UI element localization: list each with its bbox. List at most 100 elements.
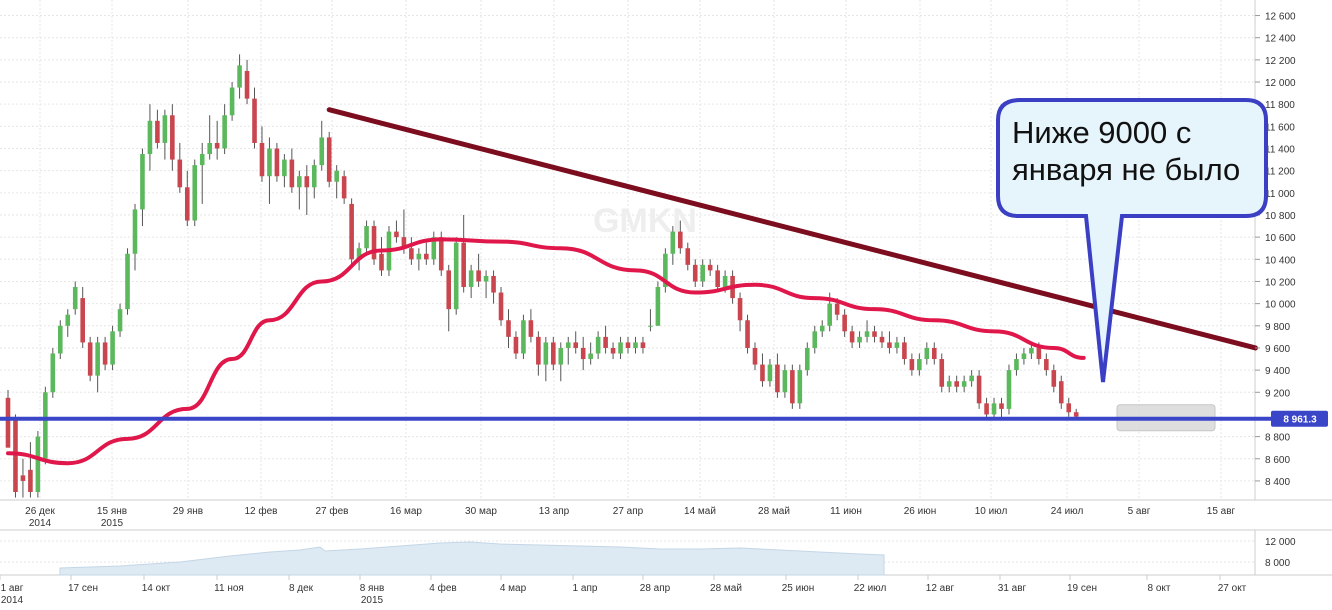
candle-body — [349, 203, 354, 260]
callout-text-line1: Ниже 9000 с — [1012, 115, 1191, 150]
candle — [446, 264, 452, 332]
candle — [969, 370, 974, 387]
price-tick-label: 9 600 — [1265, 344, 1290, 355]
candle-body — [147, 120, 153, 155]
price-tick-label: 10 800 — [1265, 211, 1296, 222]
date-tick-label: 30 мар — [465, 506, 497, 517]
navigator-date-label: 12 авг — [926, 583, 955, 594]
candle-body — [782, 370, 788, 393]
candle — [543, 336, 549, 382]
navigator-price-label: 8 000 — [1265, 558, 1290, 569]
candle — [610, 342, 616, 360]
candle-body — [1006, 370, 1012, 409]
candle — [498, 287, 504, 326]
candle-body — [946, 381, 952, 387]
navigator-date-label: 4 мар — [500, 583, 527, 594]
candle-body — [304, 176, 310, 188]
candle — [551, 336, 556, 371]
candle — [678, 220, 683, 254]
candle-body — [401, 237, 407, 249]
candle — [102, 336, 108, 371]
candle — [849, 325, 855, 348]
candle-body — [43, 392, 48, 459]
candle-body — [110, 331, 115, 365]
candle — [752, 342, 758, 371]
candle — [453, 237, 459, 315]
candle-body — [207, 142, 212, 155]
candle-body — [573, 342, 579, 348]
candle-body — [274, 148, 280, 177]
candle — [1066, 397, 1072, 417]
candle — [692, 259, 698, 288]
candle-body — [954, 381, 959, 387]
candle-body — [528, 320, 534, 337]
candle — [797, 364, 803, 409]
candle-body — [969, 375, 974, 382]
candle-body — [431, 237, 437, 260]
candle-body — [468, 270, 474, 288]
candle-body — [521, 320, 526, 354]
candle-body — [565, 342, 571, 348]
candle — [939, 353, 945, 393]
price-tick-label: 11 000 — [1265, 189, 1295, 200]
candles — [5, 54, 1216, 498]
price-axis: 12 600 12 400 12 200 12 000 11 800 11 600 11 4… — [1255, 12, 1296, 488]
candle-body — [700, 264, 706, 282]
price-tick-label: 9 200 — [1265, 388, 1290, 399]
candle — [999, 397, 1004, 420]
candle — [20, 458, 26, 498]
candle — [476, 253, 481, 288]
candle — [326, 131, 332, 188]
candle — [894, 336, 900, 354]
candle-body — [453, 242, 459, 310]
candle-body — [1036, 347, 1042, 360]
price-tick-label: 10 000 — [1265, 300, 1296, 311]
navigator-date-label: 8 янв — [360, 583, 385, 594]
candle-body — [297, 176, 302, 188]
candle-body — [20, 475, 26, 481]
candle — [229, 82, 235, 121]
candle — [72, 281, 78, 315]
candle — [603, 325, 608, 354]
candle — [379, 237, 384, 276]
candle — [364, 220, 369, 254]
candle-body — [722, 275, 728, 288]
candle-body — [192, 165, 198, 221]
candle-body — [842, 314, 847, 332]
date-tick-label: 26 июн — [904, 506, 937, 517]
candle-body — [834, 303, 840, 315]
candle-body — [379, 253, 384, 271]
candle-body — [797, 370, 803, 404]
navigator-year-label: 2015 — [361, 595, 384, 606]
navigator-date-label: 28 апр — [640, 583, 671, 594]
candle-body — [939, 359, 945, 387]
candle-body — [580, 347, 586, 360]
candle — [1044, 353, 1049, 376]
candle-body — [1073, 412, 1079, 417]
candle — [170, 104, 175, 171]
price-tick-label: 11 200 — [1265, 167, 1295, 178]
candle — [311, 159, 317, 199]
candle — [468, 264, 474, 299]
candle — [528, 309, 534, 343]
candle — [767, 359, 773, 387]
candle-body — [1058, 381, 1064, 404]
candle — [1051, 364, 1057, 393]
candle — [595, 331, 601, 360]
price-tick-label: 11 800 — [1265, 100, 1295, 111]
candle — [147, 104, 153, 171]
candle — [371, 220, 377, 265]
candle — [65, 309, 71, 337]
candle — [782, 364, 788, 398]
candle — [715, 264, 720, 293]
candle-body — [513, 336, 519, 354]
navigator-date-label: 27 окт — [1218, 583, 1247, 594]
candle — [991, 397, 997, 420]
candle-body — [715, 270, 720, 288]
price-tick-label: 12 000 — [1265, 78, 1296, 89]
price-tick-label: 10 200 — [1265, 277, 1296, 288]
candle — [872, 325, 877, 343]
